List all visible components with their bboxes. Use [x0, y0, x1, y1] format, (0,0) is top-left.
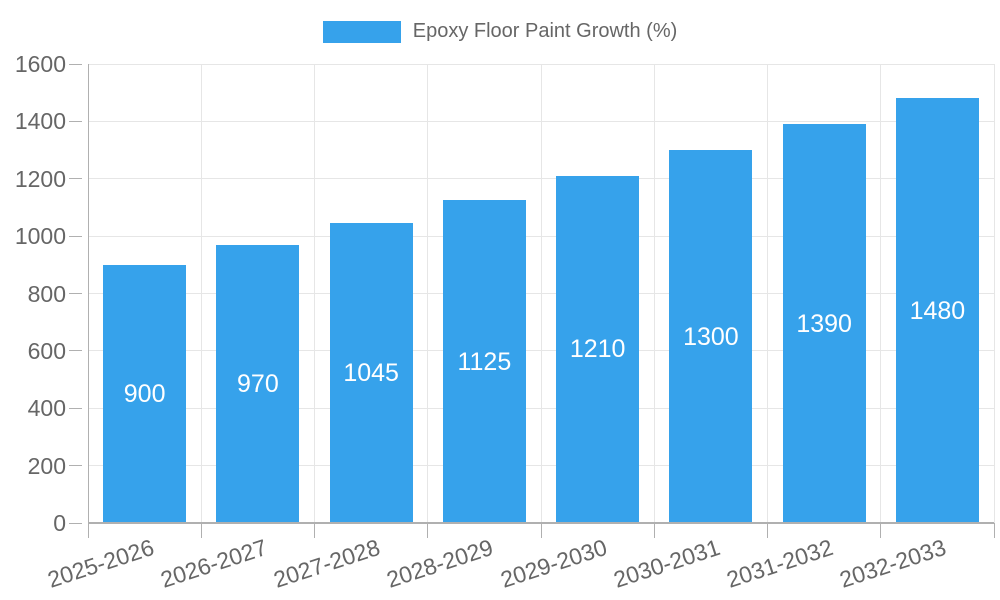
gridline-vertical	[767, 64, 768, 523]
gridline-vertical	[540, 64, 542, 523]
bar-value-label: 970	[237, 369, 279, 398]
y-axis-tick-mark	[69, 63, 82, 65]
y-axis-tick-label: 1400	[14, 108, 66, 135]
x-axis-tick-label: 2032-2033	[836, 534, 950, 593]
x-axis-tick-mark	[653, 523, 655, 538]
bar[interactable]	[216, 244, 300, 523]
y-axis-tick-mark	[69, 293, 82, 294]
y-axis-tick-label: 400	[27, 395, 66, 422]
bar-value-label: 1125	[457, 347, 512, 376]
gridline-vertical	[880, 64, 882, 523]
gridline-vertical	[314, 64, 315, 523]
x-axis-tick-mark	[993, 523, 995, 538]
bar[interactable]	[895, 98, 979, 523]
legend: Epoxy Floor Paint Growth (%)	[0, 20, 1000, 43]
y-axis-tick-label: 1200	[14, 165, 66, 192]
x-axis-tick-mark	[427, 523, 429, 538]
y-axis-tick-label: 200	[27, 452, 66, 479]
legend-label: Epoxy Floor Paint Growth (%)	[412, 20, 678, 42]
y-axis-tick-mark	[69, 120, 82, 122]
x-axis-tick-label: 2027-2028	[270, 534, 384, 593]
y-axis-tick-mark	[69, 522, 82, 524]
x-axis-tick-mark	[200, 523, 202, 538]
y-axis-tick-mark	[69, 407, 82, 409]
y-axis-tick-label: 800	[27, 280, 66, 307]
x-axis-tick-mark	[767, 523, 768, 538]
gridline-vertical	[653, 64, 655, 523]
bar[interactable]	[669, 150, 753, 523]
bar[interactable]	[442, 200, 526, 523]
gridline-vertical	[993, 64, 995, 523]
bar[interactable]	[103, 264, 187, 523]
y-axis-tick-label: 1600	[14, 51, 66, 77]
x-axis-tick-mark	[540, 523, 542, 538]
bar-value-label: 1480	[909, 296, 966, 325]
bar-value-label: 1045	[343, 359, 399, 388]
bar[interactable]	[782, 124, 866, 523]
y-axis-tick-mark	[69, 235, 82, 237]
x-axis-tick-label: 2029-2030	[497, 534, 610, 593]
x-axis-line	[88, 522, 994, 524]
y-axis-line	[87, 64, 89, 523]
bar-value-label: 1300	[683, 322, 739, 351]
y-axis-tick-label: 0	[53, 510, 66, 536]
legend-item[interactable]: Epoxy Floor Paint Growth (%)	[322, 20, 678, 43]
x-axis-tick-label: 2026-2027	[157, 534, 270, 593]
y-axis-tick-mark	[69, 465, 82, 467]
bar-value-label: 1390	[796, 309, 852, 338]
gridline-vertical	[200, 64, 202, 523]
gridline-vertical	[427, 64, 429, 523]
bar[interactable]	[556, 175, 640, 523]
y-axis-tick-mark	[69, 178, 82, 180]
y-axis-tick-label: 600	[27, 337, 66, 364]
bar-value-label: 900	[123, 379, 166, 408]
x-axis-tick-mark	[87, 523, 89, 538]
x-axis-tick-label: 2030-2031	[610, 534, 723, 593]
x-axis-tick-label: 2031-2032	[723, 534, 837, 593]
x-axis-tick-label: 2025-2026	[44, 534, 157, 593]
x-axis-tick-mark	[314, 523, 315, 538]
y-axis-tick-mark	[69, 350, 82, 352]
y-axis-tick-label: 1000	[14, 223, 66, 250]
legend-swatch-icon	[322, 20, 401, 43]
bar-value-label: 1210	[569, 335, 626, 364]
bar[interactable]	[329, 223, 413, 523]
x-axis-tick-label: 2028-2029	[383, 534, 497, 593]
x-axis-tick-mark	[880, 523, 882, 538]
